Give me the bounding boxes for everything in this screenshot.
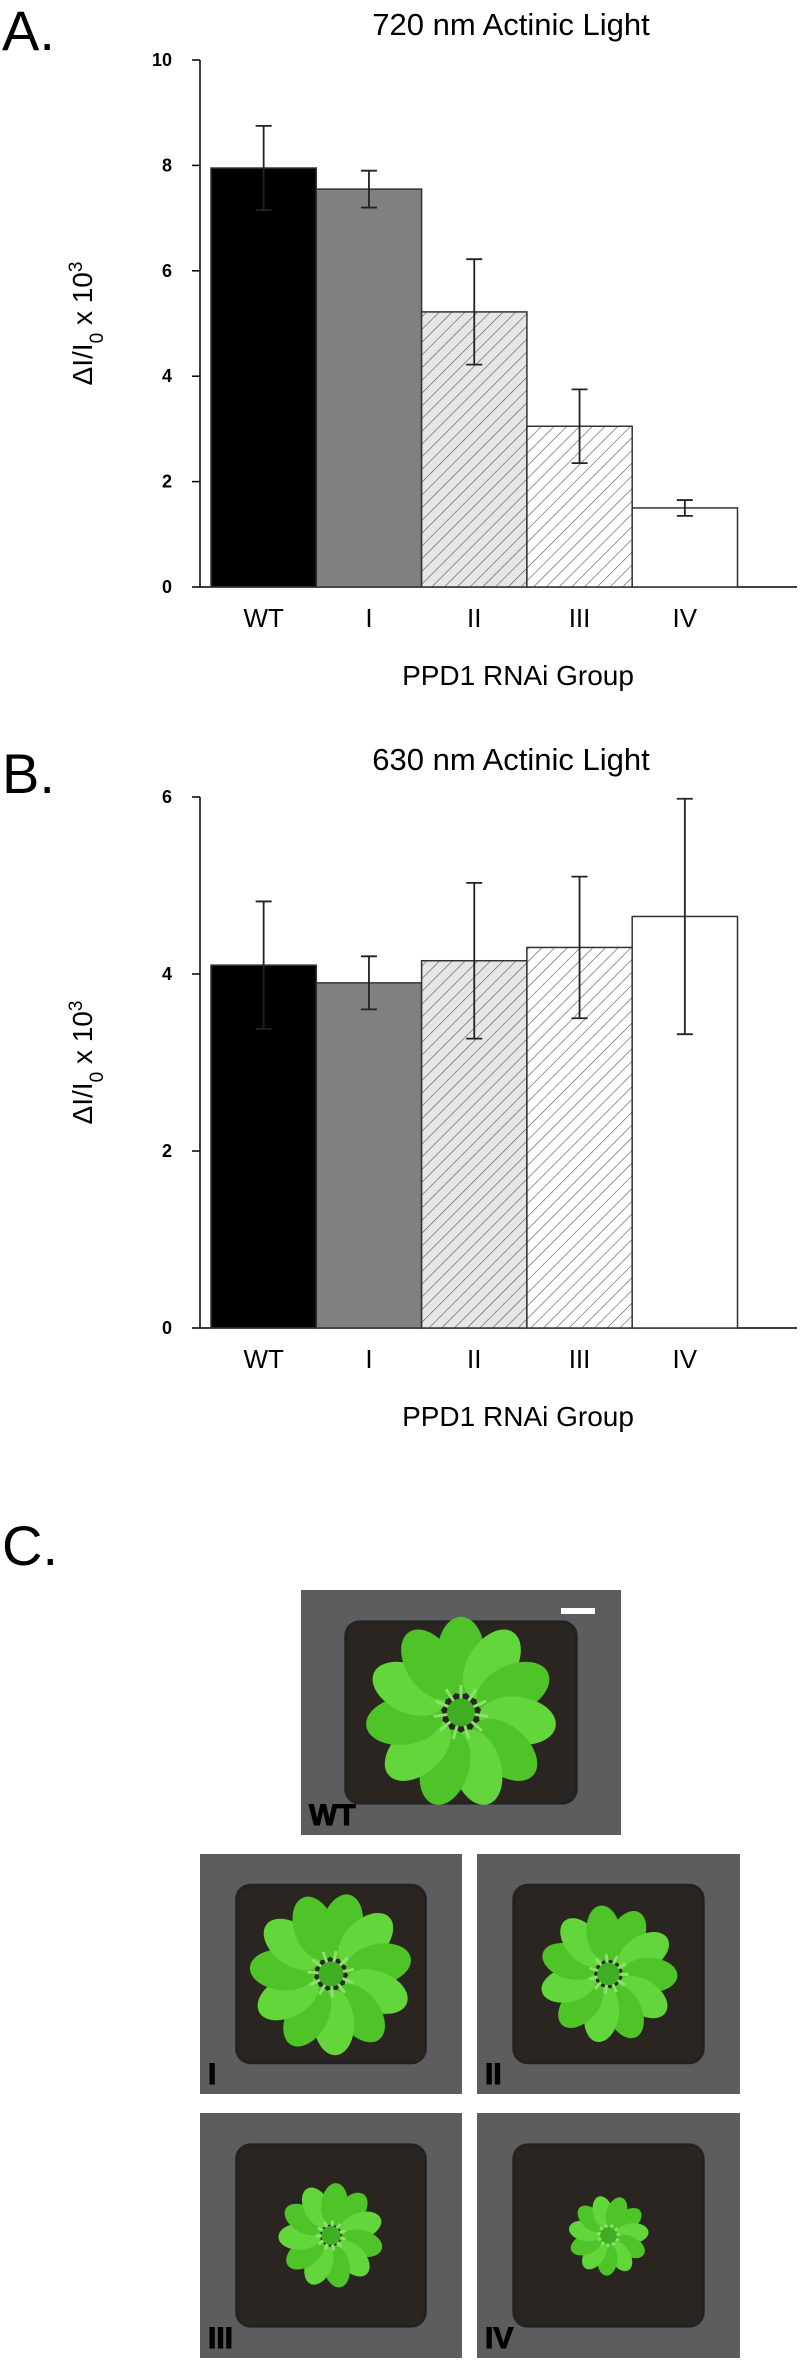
x-tick-label: WT	[243, 603, 284, 633]
bar	[631, 507, 739, 588]
y-axis-label-part: 0	[87, 333, 108, 344]
y-tick-label: 0	[162, 577, 172, 597]
y-tick-label: 4	[162, 964, 172, 984]
bar	[210, 167, 318, 588]
photo-label: I	[208, 2058, 216, 2091]
y-axis-label: ΔI/I0 x 103	[66, 1001, 108, 1125]
leaf	[605, 2197, 628, 2229]
leaf	[292, 1896, 337, 1961]
y-tick-label: 6	[162, 787, 172, 807]
y-tick-label: 8	[162, 155, 172, 175]
leaf	[321, 2183, 348, 2226]
x-tick-label: III	[569, 1344, 591, 1374]
rosette-center	[447, 1698, 475, 1727]
panel-label: B.	[2, 742, 55, 805]
x-axis-label: PPD1 RNAi Group	[402, 1401, 634, 1432]
rosette-center	[318, 1961, 344, 1987]
y-axis-label-part: ΔI/I	[67, 1082, 98, 1124]
y-tick-label: 2	[162, 1141, 172, 1161]
x-tick-label: I	[365, 603, 372, 633]
y-tick-label: 4	[162, 366, 172, 386]
photo-label: WT	[309, 1799, 356, 1832]
panel-label: A.	[2, 0, 55, 62]
y-axis-label-part: ΔI/I	[67, 343, 98, 385]
rosette-center	[321, 2226, 341, 2245]
bar	[315, 982, 423, 1329]
bar	[315, 188, 423, 588]
photo-label: II	[485, 2058, 502, 2091]
photo-label: IV	[485, 2322, 513, 2355]
rosette-center	[600, 2227, 617, 2244]
x-tick-label: IV	[673, 1344, 698, 1374]
y-axis-label-part: 0	[87, 1072, 108, 1083]
x-tick-label: II	[467, 1344, 481, 1374]
y-tick-label: 0	[162, 1318, 172, 1338]
rosette-center	[597, 1962, 620, 1986]
leaf	[586, 1905, 622, 1961]
chart-title: 720 nm Actinic Light	[372, 7, 650, 42]
y-axis-label-part: 3	[66, 1001, 87, 1012]
y-axis-label-part: x 10	[67, 1011, 98, 1072]
y-axis-label: ΔI/I0 x 103	[66, 262, 108, 386]
x-tick-label: IV	[673, 603, 698, 633]
x-tick-label: II	[467, 603, 481, 633]
y-axis-label-part: x 10	[67, 272, 98, 333]
x-tick-label: III	[569, 603, 591, 633]
y-tick-label: 6	[162, 261, 172, 281]
photo-label: III	[208, 2322, 233, 2355]
y-tick-label: 2	[162, 472, 172, 492]
panel-label: C.	[2, 1514, 58, 1577]
scale-bar	[561, 1608, 595, 1614]
y-axis-label-part: 3	[66, 262, 87, 273]
chart-title: 630 nm Actinic Light	[372, 742, 650, 777]
x-axis-label: PPD1 RNAi Group	[402, 660, 634, 691]
leaf	[401, 1629, 460, 1700]
x-tick-label: WT	[243, 1344, 284, 1374]
x-tick-label: I	[365, 1344, 372, 1374]
y-tick-label: 10	[152, 50, 172, 70]
